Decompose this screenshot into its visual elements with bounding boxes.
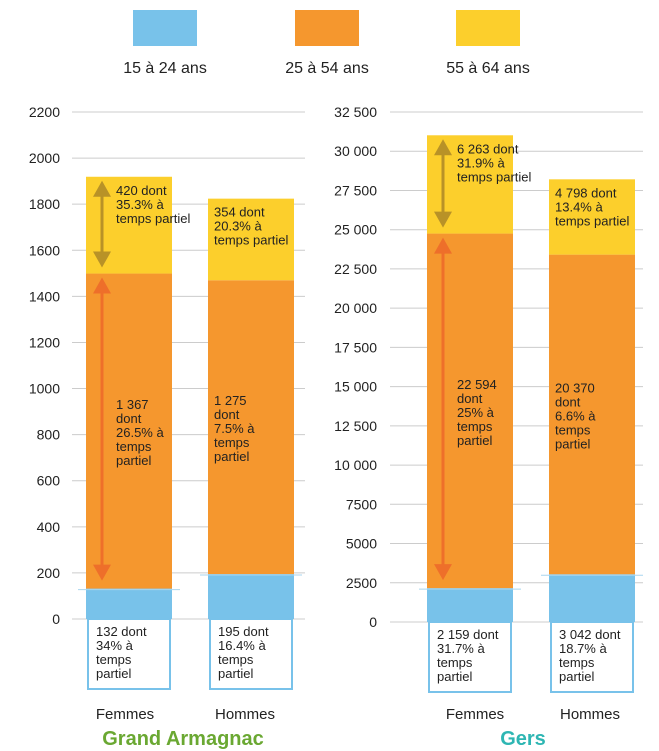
legend-label: 25 à 54 ans: [285, 60, 369, 77]
bar-stack-hommes: 3 042 dont 18.7% à temps partiel 20 370 dont 6…: [541, 179, 643, 723]
y-tick-label: 5000: [346, 536, 377, 552]
category-label: Femmes: [446, 706, 504, 723]
bar-segment-middle: [86, 273, 172, 589]
y-tick-label: 25 000: [334, 222, 377, 238]
bar-segment-young: [549, 574, 635, 622]
data-label-young: 2 159 dont 31.7% à temps partiel: [437, 627, 499, 684]
category-label: Hommes: [560, 706, 620, 723]
chart-title: Grand Armagnac: [102, 728, 264, 750]
data-label-middle: 1 367 dont 26.5% à temps partiel: [116, 397, 164, 468]
bar-segment-young: [427, 588, 513, 622]
data-label-young: 132 dont 34% à temps partiel: [96, 624, 147, 681]
arrow-senior-head-up: [93, 180, 111, 197]
bar-segment-middle: [208, 280, 294, 575]
y-axis: 0 2500 5000 7500 10 000 12 500 15 000 17 500 20 …: [334, 104, 377, 630]
category-label: Femmes: [96, 706, 154, 723]
y-tick-label: 400: [37, 519, 61, 535]
young-label-box: [428, 621, 512, 693]
y-tick-label: 30 000: [334, 143, 377, 159]
y-tick-label: 12 500: [334, 418, 377, 434]
bar-segment-young: [208, 574, 294, 619]
y-tick-label: 1400: [29, 288, 60, 304]
category-label: Hommes: [215, 706, 275, 723]
y-tick-label: 7500: [346, 496, 377, 512]
legend-item-middle: 25 à 54 ans: [285, 10, 369, 77]
arrow-middle-head-up: [434, 237, 452, 254]
y-tick-label: 2000: [29, 150, 60, 166]
y-tick-label: 20 000: [334, 300, 377, 316]
bar-segment-senior: [208, 198, 294, 281]
y-tick-label: 2500: [346, 575, 377, 591]
data-label-middle: 20 370 dont 6.6% à temps partiel: [555, 380, 596, 451]
legend-label: 55 à 64 ans: [446, 60, 530, 77]
data-label-senior: 354 dont 20.3% à temps partiel: [214, 205, 289, 248]
y-tick-label: 32 500: [334, 104, 377, 120]
legend-swatch-middle: [295, 10, 359, 46]
young-label-box: [87, 618, 171, 690]
y-tick-label: 22 500: [334, 261, 377, 277]
y-tick-label: 200: [37, 565, 61, 581]
panel-grand-armagnac: 0 200 400 600 800 1000 1200 1400 1600 1800 2000 220…: [29, 104, 305, 750]
y-tick-label: 0: [369, 614, 377, 630]
arrow-middle-head-up: [93, 277, 111, 294]
y-tick-label: 1800: [29, 196, 60, 212]
arrow-senior-head-down: [93, 251, 111, 268]
y-tick-label: 1600: [29, 242, 60, 258]
y-tick-label: 2200: [29, 104, 60, 120]
y-tick-label: 600: [37, 473, 61, 489]
y-tick-label: 1000: [29, 381, 60, 397]
legend-swatch-senior: [456, 10, 520, 46]
panel-gers: 0 2500 5000 7500 10 000 12 500 15 000 17 500 20 …: [334, 104, 643, 750]
young-label-box: [550, 621, 634, 693]
young-label-box: [209, 618, 293, 690]
y-axis: 0 200 400 600 800 1000 1200 1400 1600 1800 2000 220…: [29, 104, 60, 627]
y-tick-label: 800: [37, 427, 61, 443]
bar-stack-femmes: 132 dont 34% à temps partiel 1 367 dont 26.5% …: [78, 176, 191, 723]
data-label-young: 195 dont 16.4% à temps partiel: [218, 624, 269, 681]
data-label-senior: 420 dont 35.3% à temps partiel: [116, 183, 191, 226]
chart-title: Gers: [500, 728, 546, 750]
y-tick-label: 27 500: [334, 182, 377, 198]
y-tick-label: 0: [52, 611, 60, 627]
legend-swatch-young: [133, 10, 197, 46]
y-tick-label: 1200: [29, 334, 60, 350]
legend: 15 à 24 ans 25 à 54 ans 55 à 64 ans: [123, 10, 530, 77]
bar-segment-senior: [549, 179, 635, 255]
data-label-young: 3 042 dont 18.7% à temps partiel: [559, 627, 621, 684]
bar-stack-femmes: 2 159 dont 31.7% à temps partiel 22 594 dont 2…: [419, 135, 532, 723]
arrow-senior-head-up: [434, 139, 452, 156]
legend-label: 15 à 24 ans: [123, 60, 207, 77]
bar-segment-young: [86, 588, 172, 619]
y-tick-label: 10 000: [334, 457, 377, 473]
data-label-senior: 6 263 dont 31.9% à temps partiel: [457, 141, 532, 184]
y-tick-label: 15 000: [334, 379, 377, 395]
bar-segment-middle: [549, 254, 635, 575]
y-tick-label: 17 500: [334, 339, 377, 355]
data-label-middle: 22 594 dont 25% à temps partiel: [457, 377, 497, 448]
arrow-senior-head-down: [434, 211, 452, 228]
legend-item-senior: 55 à 64 ans: [446, 10, 530, 77]
arrow-middle-head-down: [434, 564, 452, 581]
legend-item-young: 15 à 24 ans: [123, 10, 207, 77]
bar-segment-middle: [427, 233, 513, 589]
bar-stack-hommes: 195 dont 16.4% à temps partiel 1 275 dont 7.5%…: [200, 198, 302, 723]
data-label-middle: 1 275 dont 7.5% à temps partiel: [214, 393, 255, 464]
arrow-middle-head-down: [93, 564, 111, 581]
data-label-senior: 4 798 dont 13.4% à temps partiel: [555, 185, 630, 228]
